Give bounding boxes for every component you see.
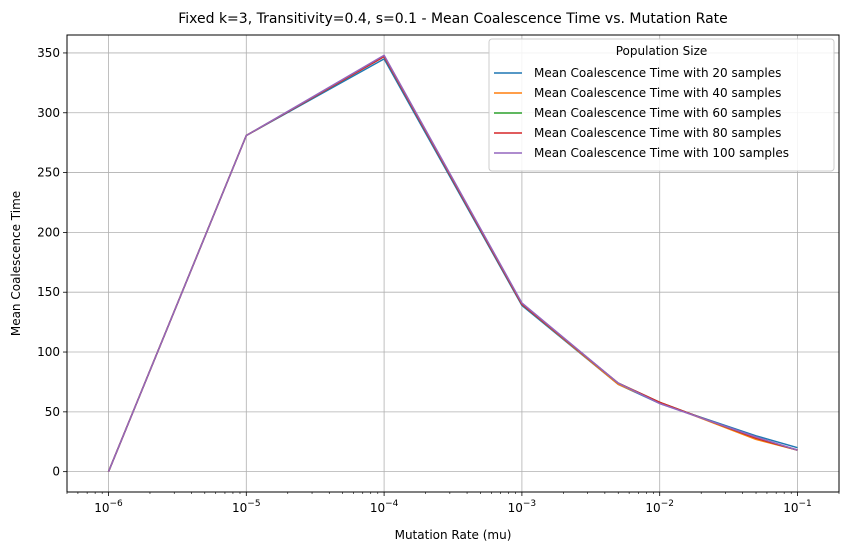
legend: Population Size Mean Coalescence Time wi… (488, 38, 835, 172)
legend-entry: Mean Coalescence Time with 100 samples (534, 146, 789, 160)
x-tick-label: 10−6 (94, 499, 123, 515)
legend-entry: Mean Coalescence Time with 80 samples (534, 126, 781, 140)
y-tick-label: 300 (37, 106, 60, 120)
y-tick-label: 100 (37, 345, 60, 359)
y-axis-label: Mean Coalescence Time (9, 191, 23, 336)
x-tick-label: 10−3 (508, 499, 537, 515)
y-tick-label: 0 (52, 465, 60, 479)
y-tick-label: 350 (37, 46, 60, 60)
x-tick-label: 10−2 (645, 499, 674, 515)
series-lines (107, 54, 798, 472)
legend-title: Population Size (616, 44, 708, 58)
x-tick-label: 10−5 (232, 499, 261, 515)
y-tick-label: 250 (37, 166, 60, 180)
x-axis-label: Mutation Rate (mu) (395, 528, 512, 542)
legend-box (488, 38, 835, 172)
series-line (107, 54, 798, 472)
legend-entry: Mean Coalescence Time with 40 samples (534, 86, 781, 100)
axis-ticks: 10−6 10−5 10−4 10−3 10−2 10−1 0 50 100 150 200 250 3… (37, 46, 840, 515)
plot-area-frame (66, 34, 840, 493)
legend-entry: Mean Coalescence Time with 20 samples (534, 66, 781, 80)
legend-entry: Mean Coalescence Time with 60 samples (534, 106, 781, 120)
y-tick-label: 50 (45, 405, 60, 419)
y-tick-label: 150 (37, 285, 60, 299)
x-tick-label: 10−4 (370, 499, 399, 515)
x-tick-label: 10−1 (783, 499, 812, 515)
y-tick-label: 200 (37, 225, 60, 239)
chart-title: Fixed k=3, Transitivity=0.4, s=0.1 - Mea… (178, 11, 728, 27)
